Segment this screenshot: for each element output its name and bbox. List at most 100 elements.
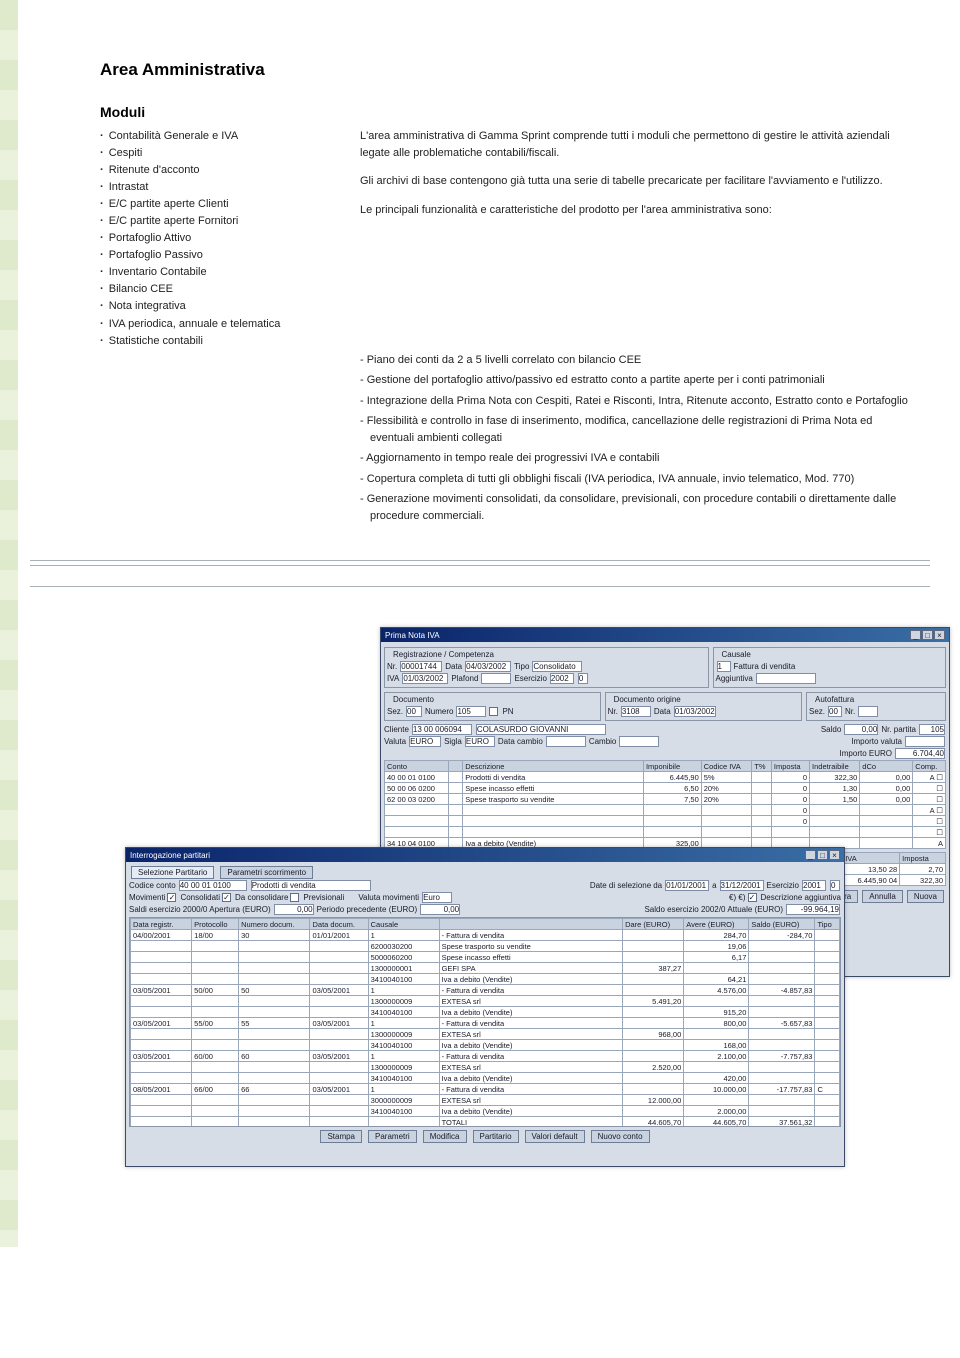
- val-field[interactable]: EURO: [409, 736, 441, 747]
- impeu-lbl: Importo EURO: [840, 749, 892, 758]
- module-item: Intrastat: [100, 179, 360, 196]
- plafond-field[interactable]: [481, 673, 511, 684]
- tab-selezione[interactable]: Selezione Partitario: [131, 866, 214, 879]
- module-item: E/C partite aperte Clienti: [100, 196, 360, 213]
- cambio-field[interactable]: [546, 736, 586, 747]
- module-list: Contabilità Generale e IVACespitiRitenut…: [100, 128, 360, 350]
- window-controls-2[interactable]: _□×: [804, 850, 840, 860]
- prev-lbl: Previsionali: [303, 893, 344, 902]
- se2-lbl: Saldo esercizio 2002/0: [644, 905, 725, 914]
- module-item: Portafoglio Passivo: [100, 247, 360, 264]
- impv-field[interactable]: [905, 736, 945, 747]
- es-lbl: Esercizio: [767, 881, 799, 890]
- campo-field[interactable]: [619, 736, 659, 747]
- saldo-v: 0,00: [844, 724, 878, 735]
- paragraph-2: Gli archivi di base contengono già tutta…: [360, 173, 910, 190]
- iva-field[interactable]: 01/03/2002: [402, 673, 448, 684]
- aggiuntiva-field[interactable]: [756, 673, 816, 684]
- partita-lbl: Nr. partita: [881, 725, 916, 734]
- feature-item: - Aggiornamento in tempo reale dei progr…: [360, 450, 910, 467]
- ap-lbl: Apertura (EURO): [209, 905, 270, 914]
- afnr-field[interactable]: [858, 706, 878, 717]
- orig-nr[interactable]: 3108: [621, 706, 651, 717]
- impv-lbl: Importo valuta: [851, 737, 902, 746]
- es-field[interactable]: 2001: [802, 880, 826, 891]
- da-field[interactable]: 01/01/2001: [665, 880, 709, 891]
- cli-code[interactable]: 13 00 006094: [412, 724, 472, 735]
- esercizio-field[interactable]: 2002: [550, 673, 574, 684]
- module-item: Portafoglio Attivo: [100, 230, 360, 247]
- chk-dacons[interactable]: ✓: [222, 893, 231, 902]
- pn-check[interactable]: [489, 707, 498, 716]
- prec-lbl: Periodo precedente (EURO): [317, 905, 418, 914]
- afnr-label: Nr.: [845, 707, 855, 716]
- sez-field[interactable]: 00: [406, 706, 422, 717]
- paragraph-3: Le principali funzionalità e caratterist…: [360, 202, 910, 219]
- button[interactable]: Nuovo conto: [591, 1130, 650, 1143]
- button[interactable]: Modifica: [423, 1130, 467, 1143]
- button[interactable]: Parametri: [368, 1130, 417, 1143]
- partitari-grid[interactable]: Data registr.ProtocolloNumero docum.Data…: [130, 918, 840, 1127]
- feature-item: - Gestione del portafoglio attivo/passiv…: [360, 372, 910, 389]
- saldo-lbl: Saldo: [821, 725, 841, 734]
- cli-desc[interactable]: COLASURDO GIOVANNI: [476, 724, 606, 735]
- module-item: Cespiti: [100, 145, 360, 162]
- button[interactable]: Annulla: [862, 890, 903, 903]
- module-item: Ritenute d'acconto: [100, 162, 360, 179]
- ap-v: 0,00: [274, 904, 314, 915]
- window-controls[interactable]: _□×: [909, 630, 945, 640]
- data-field[interactable]: 04/03/2002: [465, 661, 511, 672]
- chk-cons[interactable]: ✓: [167, 893, 176, 902]
- reg-group: Registrazione / Competenza: [391, 650, 496, 659]
- esb-field[interactable]: 0: [830, 880, 840, 891]
- causale-desc: Fattura di vendita: [734, 662, 796, 671]
- feature-item: - Generazione movimenti consolidati, da …: [360, 491, 910, 524]
- a-field[interactable]: 31/12/2001: [720, 880, 764, 891]
- tipo-field[interactable]: Consolidato: [532, 661, 582, 672]
- chk-prev[interactable]: [290, 893, 299, 902]
- autofatt-group: Autofattura: [813, 695, 856, 704]
- moduli-heading: Moduli: [30, 104, 930, 120]
- valuta-lbl: Valuta: [384, 737, 406, 746]
- datesel-lbl: Date di selezione: [590, 881, 651, 890]
- feature-item: - Integrazione della Prima Nota con Cesp…: [360, 393, 910, 410]
- prec-v: 0,00: [420, 904, 460, 915]
- cons-lbl: Consolidati: [180, 893, 220, 902]
- mov-lbl: Movimenti: [129, 893, 165, 902]
- cambio-lbl: Data cambio: [498, 737, 543, 746]
- feature-item: - Flessibilità e controllo in fase di in…: [360, 413, 910, 446]
- campo-lbl: Cambio: [589, 737, 617, 746]
- codice-lbl: Codice conto: [129, 881, 176, 890]
- module-item: Statistiche contabili: [100, 333, 360, 350]
- intro-paragraph: L'area amministrativa di Gamma Sprint co…: [360, 128, 910, 161]
- prima-nota-grid[interactable]: ContoDescrizioneImponibileCodice IVAT%Im…: [384, 760, 946, 849]
- orig-data[interactable]: 01/03/2002: [674, 706, 716, 717]
- divider-line-2: [30, 586, 930, 587]
- chk-descagg[interactable]: ✓: [748, 893, 757, 902]
- tab-parametri[interactable]: Parametri scorrimento: [220, 866, 313, 879]
- cli-label: Cliente: [384, 725, 409, 734]
- button[interactable]: Nuova: [907, 890, 944, 903]
- att-v: -99.964,19: [786, 904, 840, 915]
- nr-field[interactable]: 00001744: [400, 661, 442, 672]
- att-lbl: Attuale (EURO): [727, 905, 783, 914]
- divider-line: [30, 560, 930, 566]
- afsez-field[interactable]: 00: [828, 706, 842, 717]
- bis-field[interactable]: 0: [578, 673, 588, 684]
- module-item: IVA periodica, annuale e telematica: [100, 316, 360, 333]
- num-field[interactable]: 105: [456, 706, 486, 717]
- screenshot-region: Prima Nota IVA _□× Registrazione / Compe…: [30, 707, 930, 1207]
- valm-lbl: Valuta movimenti: [358, 893, 419, 902]
- codice-field[interactable]: 40 00 01 0100: [179, 880, 247, 891]
- module-item: Nota integrativa: [100, 298, 360, 315]
- causale-field[interactable]: 1: [717, 661, 731, 672]
- button[interactable]: Valori default: [525, 1130, 585, 1143]
- button[interactable]: Partitario: [473, 1130, 519, 1143]
- valm-field[interactable]: Euro: [422, 892, 452, 903]
- partita-v[interactable]: 105: [919, 724, 945, 735]
- impeu-field[interactable]: 6.704,40: [895, 748, 945, 759]
- button[interactable]: Stampa: [320, 1130, 362, 1143]
- sigla-field[interactable]: EURO: [465, 736, 495, 747]
- descagg-lbl: Descrizione aggiuntiva: [761, 893, 842, 902]
- origine-group: Documento origine: [612, 695, 683, 704]
